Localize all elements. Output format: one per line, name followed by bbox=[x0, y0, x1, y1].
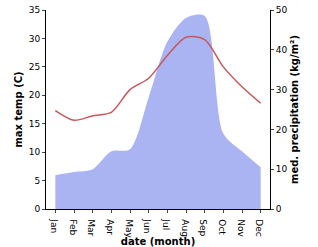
svg-text:date (month): date (month) bbox=[121, 236, 195, 247]
svg-text:May: May bbox=[124, 219, 134, 238]
svg-text:Aug: Aug bbox=[180, 219, 190, 237]
svg-text:Apr: Apr bbox=[105, 219, 115, 235]
svg-text:10: 10 bbox=[276, 164, 288, 174]
svg-text:50: 50 bbox=[276, 5, 288, 15]
svg-text:0: 0 bbox=[276, 204, 282, 214]
svg-text:max temp (C): max temp (C) bbox=[13, 71, 24, 147]
svg-text:Jul: Jul bbox=[161, 218, 171, 230]
svg-text:Mar: Mar bbox=[86, 219, 96, 236]
svg-text:35: 35 bbox=[29, 5, 40, 15]
svg-text:10: 10 bbox=[29, 147, 41, 157]
svg-text:15: 15 bbox=[29, 119, 40, 129]
svg-text:Feb: Feb bbox=[68, 219, 78, 235]
svg-text:40: 40 bbox=[276, 45, 288, 55]
svg-text:25: 25 bbox=[29, 62, 40, 72]
svg-text:20: 20 bbox=[29, 90, 41, 100]
svg-text:Jun: Jun bbox=[142, 218, 152, 233]
svg-text:Jan: Jan bbox=[49, 218, 59, 233]
svg-text:Sep: Sep bbox=[198, 219, 208, 236]
svg-text:Dec: Dec bbox=[254, 219, 264, 236]
svg-text:30: 30 bbox=[29, 34, 41, 44]
svg-text:30: 30 bbox=[276, 85, 288, 95]
svg-text:Oct: Oct bbox=[217, 219, 227, 235]
svg-text:0: 0 bbox=[34, 204, 40, 214]
svg-text:Nov: Nov bbox=[236, 219, 246, 237]
svg-text:med. precipitation (kg/m²): med. precipitation (kg/m²) bbox=[289, 35, 300, 184]
svg-text:20: 20 bbox=[276, 125, 288, 135]
svg-text:5: 5 bbox=[34, 176, 40, 186]
